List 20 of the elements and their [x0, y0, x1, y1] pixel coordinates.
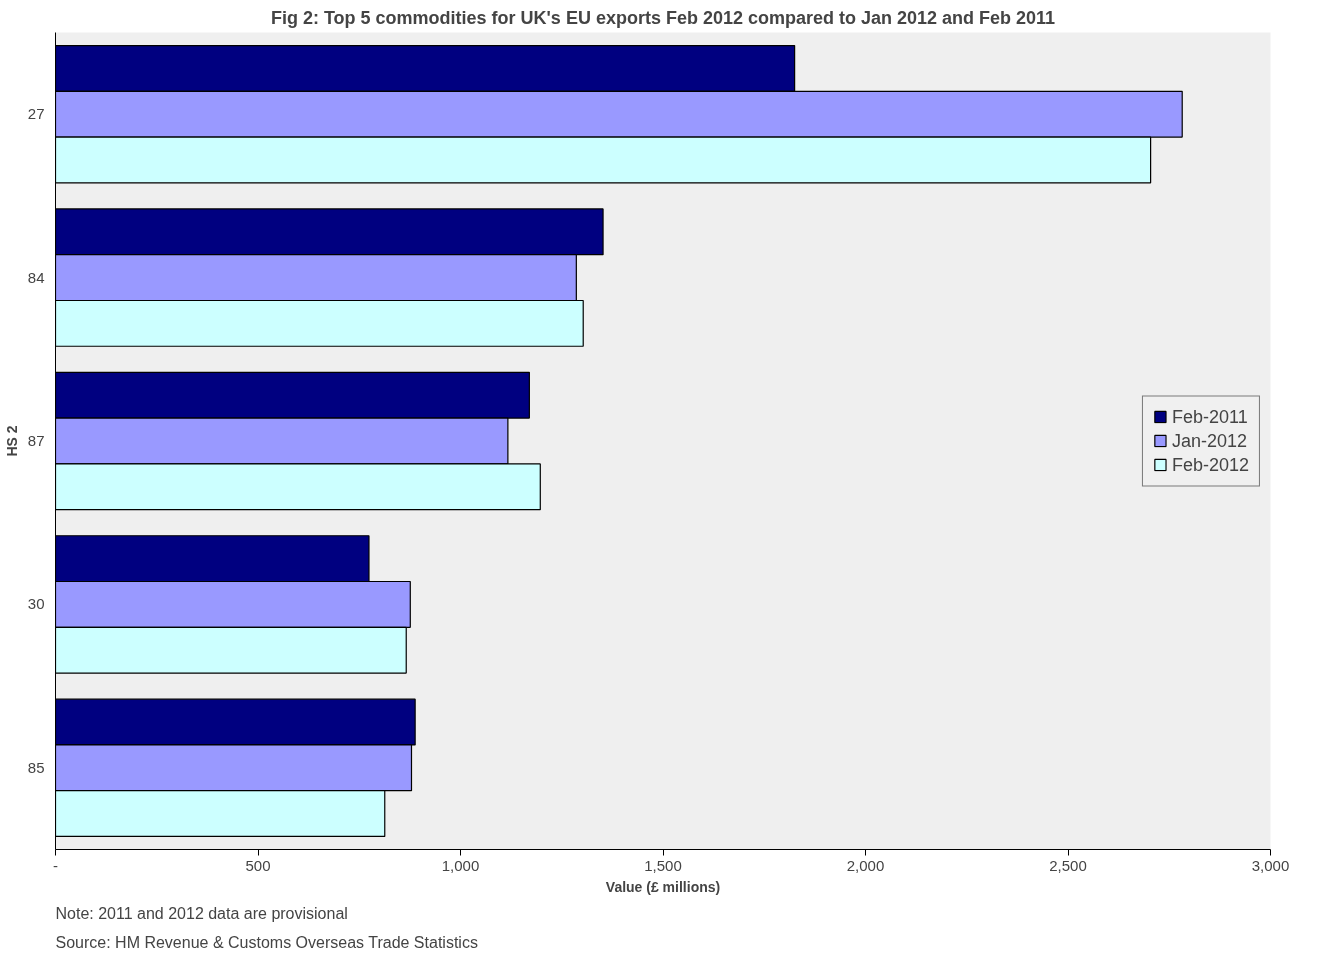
y-tick-label: 30 — [27, 595, 45, 613]
x-axis-title: Value (£ millions) — [605, 878, 721, 895]
x-tick-label: 3,000 — [1251, 856, 1290, 874]
chart-title: Fig 2: Top 5 commodities for UK's EU exports Feb 2012 compared to Jan 2012 and Feb 2011 — [270, 7, 1056, 28]
y-tick-label: 27 — [27, 105, 45, 123]
x-tick-label: 2,500 — [1049, 856, 1087, 874]
x-tick-label: - — [53, 856, 58, 874]
y-tick-label: 84 — [27, 268, 45, 286]
x-tick-label: 500 — [245, 856, 271, 874]
x-tick-label: 1,000 — [441, 856, 480, 874]
legend-label: Feb-2012 — [1171, 454, 1249, 475]
x-tick-label: 2,000 — [846, 856, 885, 874]
text: Note: 2011 and 2012 data are provisional — [55, 904, 348, 922]
x-tick-label: 1,500 — [644, 856, 682, 874]
source-note: Source: HM Revenue & Customs Overseas Trade Statistics — [55, 933, 478, 951]
legend-label: Feb-2011 — [1171, 406, 1248, 427]
y-axis-title: HS 2 — [3, 425, 20, 457]
y-tick-label: 85 — [27, 758, 45, 776]
legend-label: Jan-2012 — [1171, 430, 1247, 451]
y-tick-label: 87 — [27, 432, 45, 449]
